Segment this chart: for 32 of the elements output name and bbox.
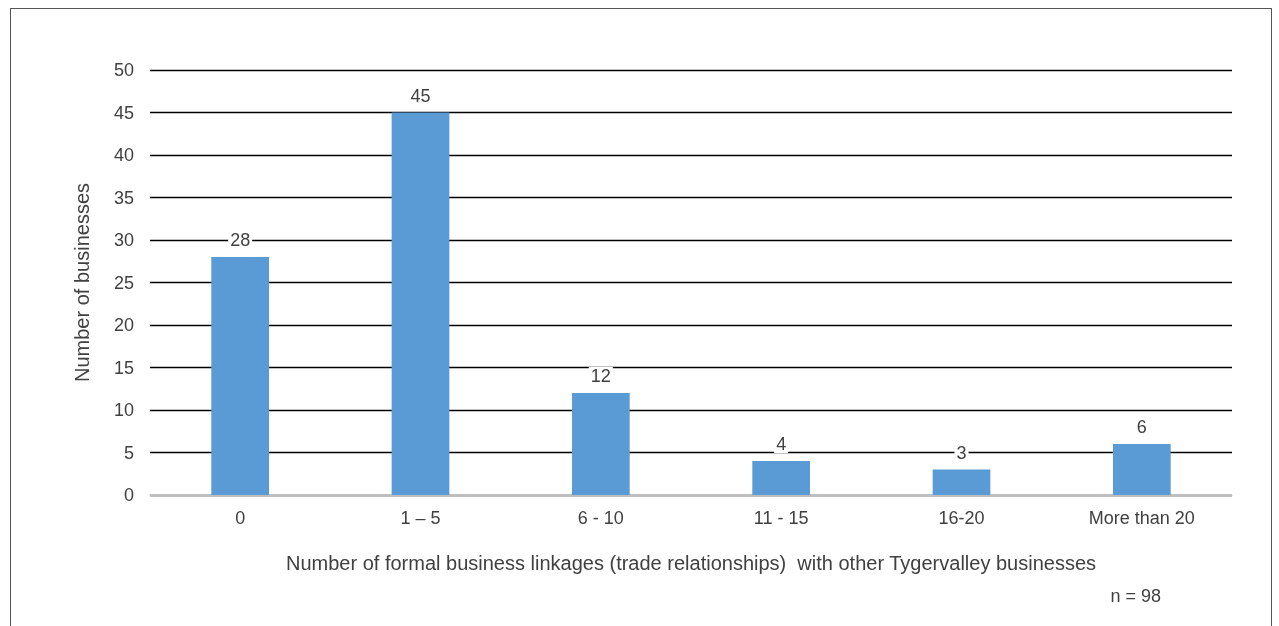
- x-tick-label: 6 - 10: [577, 508, 624, 528]
- y-tick-label: 20: [113, 315, 134, 335]
- y-tick-label: 50: [113, 60, 134, 80]
- y-tick-label: 25: [113, 272, 134, 293]
- x-tick-label: 0: [235, 508, 246, 528]
- x-tick-label: More than 20: [1088, 508, 1195, 528]
- y-tick-label: 15: [113, 357, 134, 378]
- y-tick-label: 45: [113, 102, 134, 123]
- y-tick-label: 5: [123, 442, 134, 463]
- bar: [211, 257, 270, 495]
- x-tick-label: 1 – 5: [400, 508, 441, 528]
- bar: [571, 393, 630, 495]
- data-label: 28: [230, 230, 251, 250]
- y-tick-label: 30: [113, 230, 134, 250]
- y-tick-label: 35: [113, 187, 134, 208]
- bar: [391, 112, 450, 495]
- bar: [932, 469, 991, 495]
- data-label: 45: [410, 85, 431, 106]
- y-axis-title: Number of businesses: [71, 183, 93, 382]
- data-label: 12: [590, 366, 611, 386]
- text: n = 98: [1110, 586, 1161, 606]
- data-label: 4: [776, 434, 787, 454]
- y-tick-label: 0: [123, 485, 134, 505]
- y-tick-label: 40: [113, 145, 134, 165]
- data-label: 6: [1136, 417, 1147, 437]
- x-axis-title: Number of formal business linkages (trade relationships) with other Tygervalley businesses: [285, 552, 1097, 574]
- data-label: 3: [956, 442, 967, 463]
- x-tick-label: 16-20: [938, 508, 985, 528]
- bar: [752, 461, 811, 495]
- y-tick-label: 10: [113, 400, 134, 420]
- bar: [1112, 444, 1171, 495]
- x-tick-label: 11 - 15: [753, 508, 809, 528]
